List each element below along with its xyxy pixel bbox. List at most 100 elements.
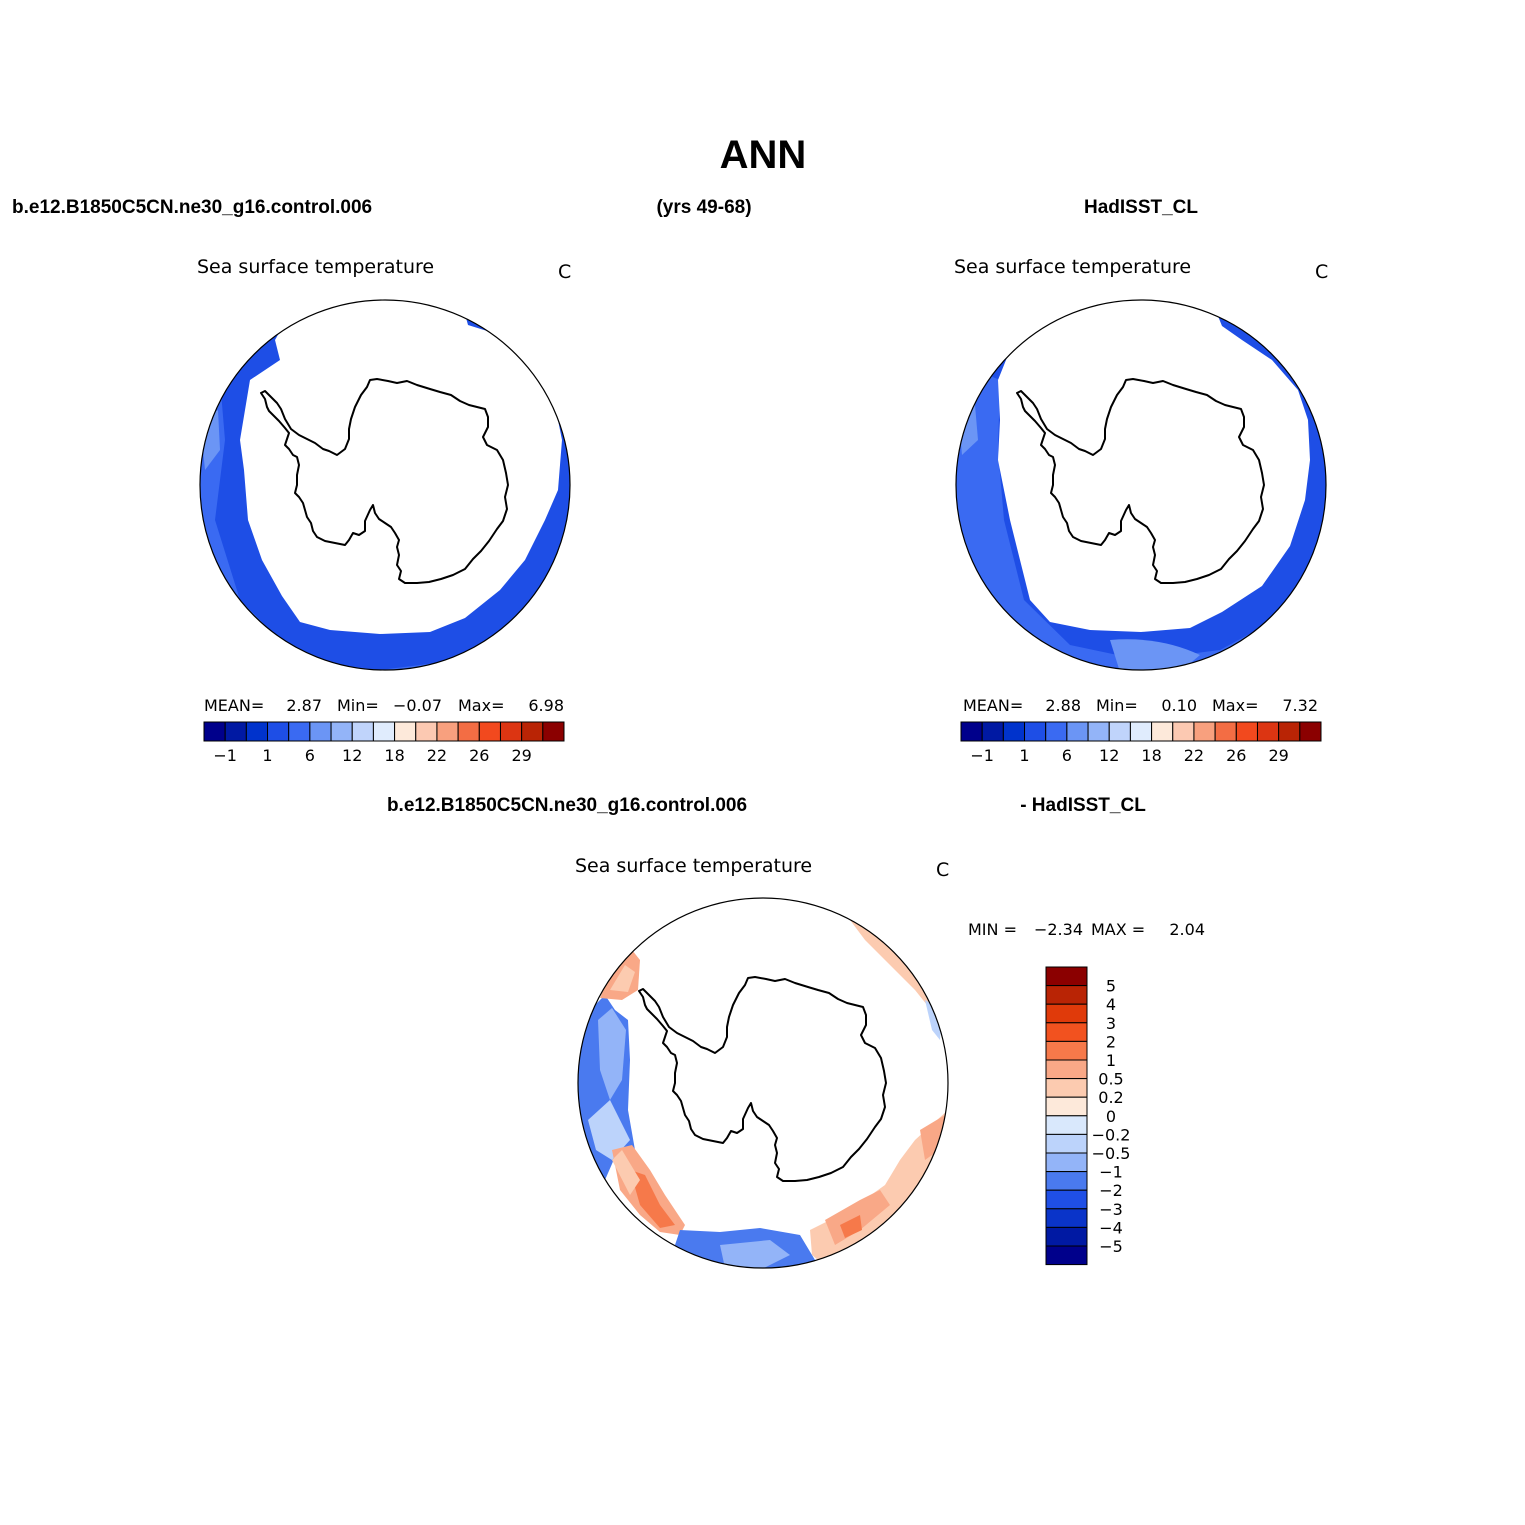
obs-colorbar-box xyxy=(1235,721,1258,742)
diff-colorbar-box xyxy=(1045,985,1088,1005)
model-min-label: Min= xyxy=(337,696,379,715)
model-colorbar-tick-label: 12 xyxy=(342,746,362,765)
model-colorbar-box xyxy=(542,721,565,742)
obs-colorbar-tick-label: 1 xyxy=(1019,746,1029,765)
obs-min-label: Min= xyxy=(1096,696,1138,715)
diff-colorbar-label: −0.2 xyxy=(1092,1125,1131,1144)
diff-colorbar-box xyxy=(1045,1152,1088,1173)
case-name: b.e12.B1850C5CN.ne30_g16.control.006 xyxy=(12,197,372,218)
diff-colorbar-label: −5 xyxy=(1099,1237,1123,1256)
obs-map xyxy=(956,300,1326,670)
model-colorbar-box xyxy=(436,721,459,742)
diff-colorbar-label: 3 xyxy=(1106,1014,1116,1033)
obs-colorbar-box xyxy=(1087,721,1110,742)
diff-title-case: b.e12.B1850C5CN.ne30_g16.control.006 xyxy=(387,795,747,816)
diff-colorbar-label: 4 xyxy=(1106,995,1116,1014)
model-colorbar-box xyxy=(478,721,501,742)
diff-min-value: −2.34 xyxy=(1034,920,1083,939)
model-colorbar-box xyxy=(224,721,247,742)
obs-colorbar-tick-label: 29 xyxy=(1268,746,1288,765)
model-map xyxy=(200,300,570,670)
model-colorbar-box xyxy=(499,721,523,742)
diff-units-label: C xyxy=(936,859,949,881)
obs-panel: Sea surface temperature C MEAN= 2.88 Min… xyxy=(954,256,1328,765)
diff-colorbar-box xyxy=(1045,1226,1088,1247)
obs-mean-value: 2.88 xyxy=(1045,696,1081,715)
model-colorbar-box xyxy=(330,721,353,742)
obs-colorbar-box xyxy=(1151,721,1174,742)
model-colorbar-tick-label: −1 xyxy=(213,746,237,765)
model-colorbar-box xyxy=(288,721,311,742)
obs-colorbar-box xyxy=(1129,721,1153,742)
obs-colorbar-box xyxy=(1002,721,1026,742)
diff-colorbar-label: 1 xyxy=(1106,1051,1116,1070)
diff-title-obs: - HadISST_CL xyxy=(1020,795,1146,816)
diff-colorbar-label: −0.5 xyxy=(1092,1144,1131,1163)
model-colorbar-box xyxy=(267,721,290,742)
model-colorbar-box xyxy=(394,721,417,742)
model-colorbar-box xyxy=(372,721,396,742)
obs-min-value: 0.10 xyxy=(1161,696,1197,715)
model-mean-value: 2.87 xyxy=(286,696,322,715)
obs-colorbar: −1 1 6 12 18 22 26 29 xyxy=(960,721,1322,765)
obs-units-label: C xyxy=(1315,261,1328,283)
diff-colorbar-box xyxy=(1045,1040,1088,1061)
model-colorbar-tick-label: 6 xyxy=(305,746,315,765)
diff-colorbar-label: 2 xyxy=(1106,1032,1116,1051)
diff-colorbar-label: 0.2 xyxy=(1098,1088,1123,1107)
obs-colorbar-box xyxy=(981,721,1004,742)
obs-colorbar-tick-label: 22 xyxy=(1184,746,1204,765)
figure-title: ANN xyxy=(720,133,807,177)
diff-max-label: MAX = xyxy=(1091,920,1145,939)
model-colorbar-tick-label: 1 xyxy=(262,746,272,765)
model-colorbar-box xyxy=(415,721,438,742)
diff-colorbar-box xyxy=(1045,1115,1088,1135)
diff-colorbar-label: −4 xyxy=(1099,1218,1123,1237)
obs-colorbar-tick-label: 6 xyxy=(1062,746,1072,765)
model-variable-label: Sea surface temperature xyxy=(197,256,434,278)
model-colorbar-box xyxy=(203,721,226,742)
obs-colorbar-box xyxy=(1108,721,1131,742)
model-min-value: −0.07 xyxy=(393,696,442,715)
model-colorbar-box xyxy=(351,721,374,742)
diff-max-value: 2.04 xyxy=(1169,920,1205,939)
obs-colorbar-tick-label: 26 xyxy=(1226,746,1246,765)
diff-map xyxy=(578,898,948,1268)
obs-colorbar-tick-label: 18 xyxy=(1141,746,1161,765)
obs-colorbar-box xyxy=(1172,721,1195,742)
obs-colorbar-box xyxy=(1278,721,1301,742)
model-colorbar-box xyxy=(245,721,269,742)
model-units-label: C xyxy=(558,261,571,283)
model-colorbar-box xyxy=(309,721,332,742)
obs-colorbar-box xyxy=(1299,721,1322,742)
diff-colorbar-box xyxy=(1045,966,1088,987)
obs-max-label: Max= xyxy=(1212,696,1258,715)
diff-colorbar-label: 5 xyxy=(1106,977,1116,996)
obs-colorbar-box xyxy=(1193,721,1216,742)
diff-colorbar-box xyxy=(1045,1171,1088,1191)
diff-variable-label: Sea surface temperature xyxy=(575,855,812,877)
obs-colorbar-tick-label: −1 xyxy=(970,746,994,765)
diff-colorbar-box xyxy=(1045,1059,1088,1080)
model-colorbar-tick-label: 29 xyxy=(511,746,531,765)
model-colorbar-tick-label: 22 xyxy=(427,746,447,765)
diff-colorbar-label: 0 xyxy=(1106,1107,1116,1126)
model-max-value: 6.98 xyxy=(528,696,564,715)
diff-colorbar-label: −3 xyxy=(1099,1200,1123,1219)
obs-name: HadISST_CL xyxy=(1084,197,1198,218)
obs-colorbar-box xyxy=(1214,721,1237,742)
model-colorbar-box xyxy=(457,721,480,742)
diff-colorbar-label: 0.5 xyxy=(1098,1070,1123,1089)
diff-colorbar-box xyxy=(1045,1189,1088,1210)
diff-colorbar-label: −2 xyxy=(1099,1181,1123,1200)
model-colorbar-box xyxy=(521,721,544,742)
model-colorbar-tick-label: 26 xyxy=(469,746,489,765)
model-panel: Sea surface temperature C MEAN= 2.87 Min… xyxy=(197,256,571,765)
obs-colorbar-box xyxy=(1066,721,1089,742)
obs-colorbar-box xyxy=(1256,721,1280,742)
obs-mean-label: MEAN= xyxy=(963,696,1023,715)
obs-max-value: 7.32 xyxy=(1282,696,1318,715)
obs-colorbar-box xyxy=(1024,721,1047,742)
